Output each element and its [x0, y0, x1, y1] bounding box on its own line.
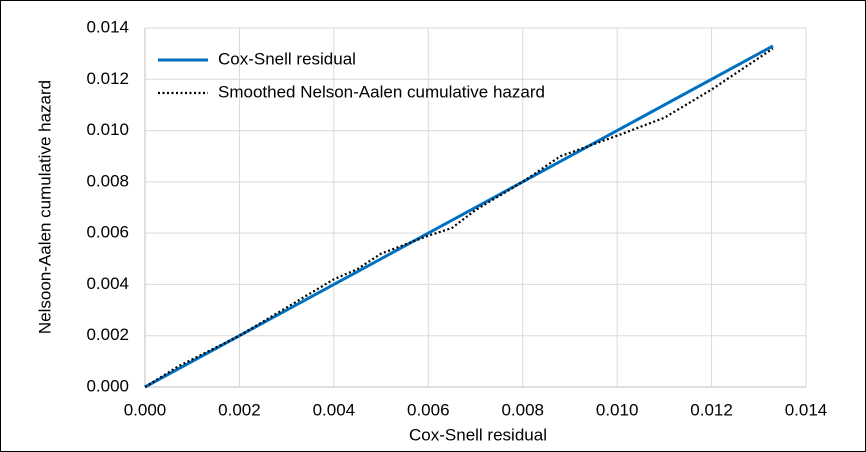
- x-tick-label: 0.006: [407, 400, 450, 419]
- series-line: [144, 47, 774, 388]
- x-tick-label: 0.010: [596, 400, 639, 419]
- y-tick-label: 0.000: [86, 376, 129, 395]
- y-tick-label: 0.008: [86, 171, 129, 190]
- legend-label: Cox-Snell residual: [218, 49, 356, 68]
- x-tick-label: 0.004: [313, 400, 356, 419]
- x-axis-title: Cox-Snell residual: [409, 425, 547, 444]
- x-tick-label: 0.008: [501, 400, 544, 419]
- y-tick-label: 0.010: [86, 120, 129, 139]
- y-tick-label: 0.004: [86, 274, 129, 293]
- legend-label: Smoothed Nelson-Aalen cumulative hazard: [218, 82, 545, 101]
- x-tick-label: 0.000: [124, 400, 167, 419]
- y-tick-label: 0.002: [86, 325, 129, 344]
- x-tick-label: 0.012: [690, 400, 733, 419]
- x-tick-label: 0.014: [785, 400, 828, 419]
- y-tick-label: 0.006: [86, 223, 129, 242]
- y-axis-title: Nelsoon-Aalen cumulative hazard: [35, 80, 54, 334]
- series-line: [144, 44, 774, 389]
- y-tick-label: 0.012: [86, 69, 129, 88]
- y-tick-label: 0.014: [86, 17, 129, 36]
- x-tick-label: 0.002: [218, 400, 261, 419]
